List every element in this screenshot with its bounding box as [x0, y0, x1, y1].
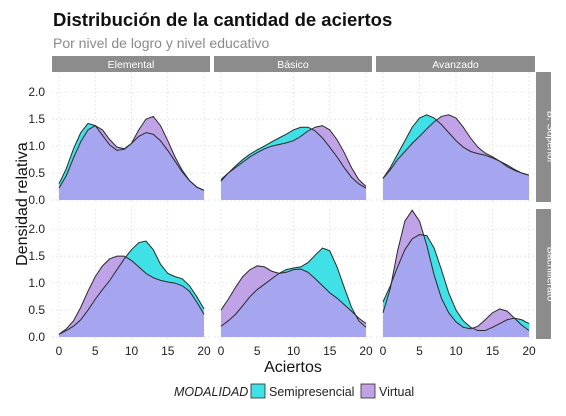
x-tick-label: 15: [161, 344, 175, 358]
panel-elemental-b-superior: 0.0 0.5 1.0 1.5 2.0: [28, 72, 210, 207]
density-line-virtual: [382, 209, 530, 331]
legend-label-semipresencial: Semipresencial: [269, 385, 354, 399]
density-area-overlap: [59, 256, 204, 337]
x-tick-label: 0: [218, 344, 225, 358]
x-tick-label: 20: [522, 344, 536, 358]
density-line-semipresencial: [382, 114, 530, 179]
density-line-virtual: [220, 265, 367, 324]
x-tick-label: 10: [287, 344, 301, 358]
y-tick-label: 0.0: [28, 193, 45, 207]
x-axis-title: Aciertos: [264, 359, 322, 376]
y-tick-label: 0.5: [28, 303, 45, 317]
density-area-overlap: [59, 123, 204, 200]
strip-elemental: [52, 56, 210, 72]
density-area-overlap: [383, 114, 529, 200]
x-tick-label: 20: [197, 344, 211, 358]
x-tick-label: 20: [359, 344, 373, 358]
panel-elemental-bachillerato: 0.0 0.5 1.0 1.5 2.0 0 5 10 15 20: [28, 209, 211, 358]
panel-avanzado-b-superior: [376, 72, 535, 202]
density-line-semipresencial: [382, 234, 530, 332]
x-tick-label: 15: [323, 344, 337, 358]
y-tick-label: 1.0: [28, 276, 45, 290]
panel-básico-bachillerato: 0 5 10 15 20: [214, 209, 373, 358]
strip-avanzado: [376, 56, 535, 72]
density-line-virtual: [58, 115, 205, 191]
density-line-semipresencial: [220, 247, 367, 328]
x-tick-label: 15: [486, 344, 500, 358]
strip-row-1: [536, 209, 551, 339]
y-axis-title: Densidad relativa: [14, 142, 31, 266]
y-tick-label: 2.0: [28, 85, 45, 99]
density-line-virtual: [382, 114, 530, 179]
density-line-semipresencial: [220, 126, 367, 189]
density-line-virtual: [58, 255, 205, 335]
strip-label: Básico: [277, 59, 309, 71]
strip-row-label: Bachillerato: [545, 247, 557, 302]
y-tick-label: 1.5: [28, 249, 45, 263]
legend-swatch-semipresencial: [250, 383, 266, 399]
x-tick-label: 10: [449, 344, 463, 358]
y-tick-label: 0.5: [28, 166, 45, 180]
x-tick-label: 5: [254, 344, 261, 358]
density-area-overlap: [383, 234, 529, 337]
x-tick-label: 0: [380, 344, 387, 358]
strip-básico: [214, 56, 372, 72]
y-tick-label: 1.5: [28, 112, 45, 126]
x-tick-label: 5: [92, 344, 99, 358]
strip-row-label: B. Superior: [545, 111, 557, 164]
y-tick-label: 1.0: [28, 139, 45, 153]
panel-avanzado-bachillerato: 0 5 10 15 20: [376, 209, 536, 358]
legend-swatch-virtual: [360, 383, 376, 399]
x-tick-label: 5: [416, 344, 423, 358]
x-tick-label: 10: [125, 344, 139, 358]
x-tick-label: 0: [56, 344, 63, 358]
y-tick-label: 2.0: [28, 222, 45, 236]
density-line-virtual: [220, 125, 367, 187]
density-line-semipresencial: [58, 240, 205, 335]
chart-subtitle: Por nivel de logro y nivel educativo: [53, 35, 270, 51]
chart-title: Distribución de la cantidad de aciertos: [53, 9, 393, 30]
strip-label: Elemental: [108, 59, 155, 71]
panel-básico-b-superior: [214, 72, 372, 202]
y-tick-label: 0.0: [28, 330, 45, 344]
strip-row-0: [536, 72, 551, 202]
legend-title: MODALIDAD: [174, 385, 248, 399]
legend: MODALIDAD Semipresencial Virtual: [174, 383, 414, 399]
strip-label: Avanzado: [432, 59, 479, 71]
legend-label-virtual: Virtual: [379, 385, 414, 399]
